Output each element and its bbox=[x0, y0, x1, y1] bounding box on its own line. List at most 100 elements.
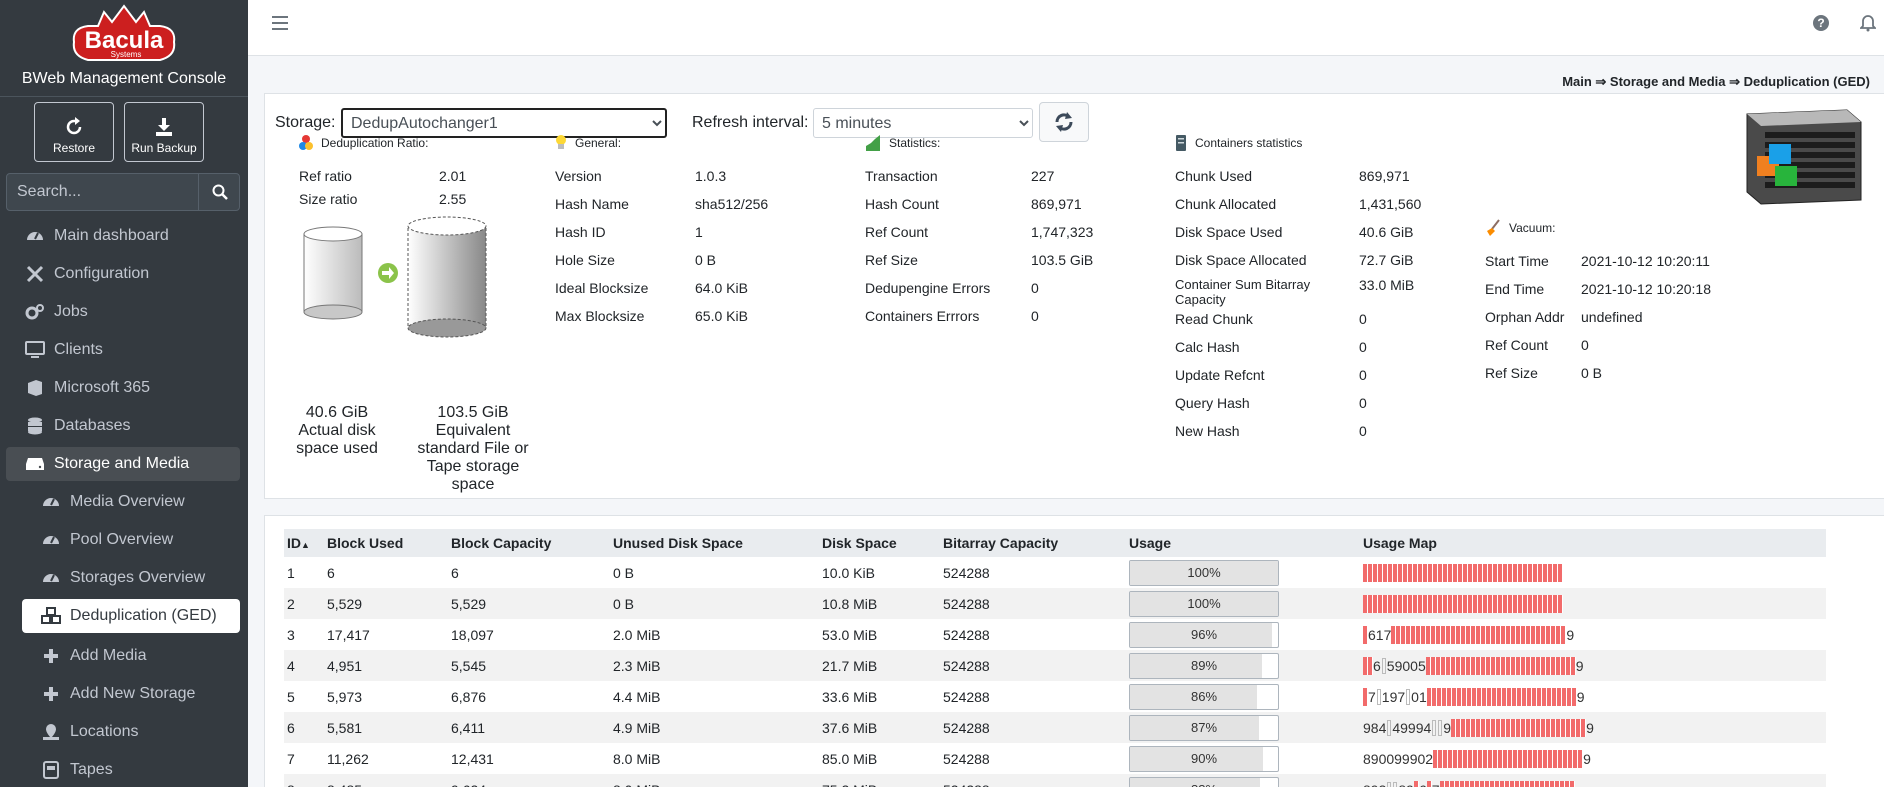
nav-dedup[interactable]: Deduplication (GED) bbox=[22, 599, 240, 633]
nav-configuration[interactable]: Configuration bbox=[24, 257, 240, 291]
usage-map-block-used bbox=[1436, 625, 1442, 644]
usage-map-block-used bbox=[1481, 625, 1487, 644]
usage-map-block-used bbox=[1546, 687, 1552, 706]
usage-map-block-used bbox=[1519, 780, 1525, 787]
usage-map-digits: 9 bbox=[1583, 750, 1591, 767]
usage-map-block-used bbox=[1516, 718, 1522, 737]
nav-storage-media[interactable]: Storage and Media bbox=[6, 447, 240, 481]
usage-map-block-used bbox=[1541, 718, 1547, 737]
server-icon bbox=[1176, 135, 1186, 151]
nav-jobs[interactable]: Jobs bbox=[24, 295, 240, 329]
col-id[interactable]: ID▲ bbox=[284, 529, 324, 557]
run-backup-button[interactable]: Run Backup bbox=[124, 102, 204, 162]
bacula-logo[interactable]: Bacula Systems bbox=[64, 4, 184, 68]
usage-map-block-used bbox=[1504, 780, 1510, 787]
usage-map-block-used bbox=[1526, 687, 1532, 706]
usage-map-block-used bbox=[1548, 563, 1553, 582]
usage-map-block-used bbox=[1506, 718, 1512, 737]
col-block-used[interactable]: Block Used bbox=[324, 529, 448, 557]
help-button[interactable]: ? bbox=[1812, 14, 1830, 35]
col-bitarray[interactable]: Bitarray Capacity bbox=[940, 529, 1126, 557]
table-row[interactable]: 7 11,262 12,431 8.0 MiB 85.0 MiB 524288 90% 890… bbox=[284, 743, 1826, 774]
cell-usage: 87% bbox=[1126, 712, 1360, 743]
search-button[interactable] bbox=[201, 174, 239, 210]
nav-main-dashboard[interactable]: Main dashboard bbox=[24, 219, 240, 253]
cell-cap: 5,529 bbox=[448, 588, 610, 619]
search-input[interactable] bbox=[7, 174, 199, 210]
col-block-capacity[interactable]: Block Capacity bbox=[448, 529, 610, 557]
usage-map-block-used bbox=[1565, 656, 1571, 675]
cell-cap: 9,624 bbox=[448, 774, 610, 787]
equiv-storage-text: Equivalent standard File or Tape storage… bbox=[417, 422, 529, 493]
usage-map-block-used bbox=[1403, 594, 1408, 613]
actual-disk-caption: 40.6 GiB Actual disk space used bbox=[277, 404, 397, 458]
usage-map-block-used bbox=[1510, 656, 1516, 675]
restore-button[interactable]: Restore bbox=[34, 102, 114, 162]
col-unused-disk[interactable]: Unused Disk Space bbox=[610, 529, 819, 557]
usage-map-block-used bbox=[1443, 563, 1448, 582]
nav-locations[interactable]: Locations bbox=[40, 715, 240, 749]
col-usage-map[interactable]: Usage Map bbox=[1360, 529, 1826, 557]
usage-map-block-used bbox=[1458, 563, 1463, 582]
desktop-icon bbox=[24, 341, 46, 359]
storage-select[interactable]: DedupAutochanger1 bbox=[341, 108, 667, 138]
table-row[interactable]: 4 4,951 5,545 2.3 MiB 21.7 MiB 524288 89% 6 5900… bbox=[284, 650, 1826, 681]
nav-media-overview[interactable]: Media Overview bbox=[40, 485, 240, 519]
usage-map-block-used bbox=[1425, 656, 1431, 675]
plus-icon bbox=[40, 686, 62, 702]
usage-map-block-used bbox=[1441, 687, 1447, 706]
usage-progress-bar: 96% bbox=[1129, 621, 1279, 648]
usage-map-digits: 9 bbox=[1566, 626, 1575, 643]
usage-map-block-used bbox=[1526, 718, 1532, 737]
notifications-button[interactable] bbox=[1858, 14, 1878, 35]
usage-map-block-used bbox=[1571, 718, 1577, 737]
nav-databases[interactable]: Databases bbox=[24, 409, 240, 443]
usage-map-digits: 890099902 bbox=[1363, 750, 1434, 767]
table-row[interactable]: 5 5,973 6,876 4.4 MiB 33.6 MiB 524288 86% 7 197 0… bbox=[284, 681, 1826, 712]
cell-id: 4 bbox=[284, 650, 324, 681]
refresh-interval-select[interactable]: 5 minutes bbox=[813, 108, 1033, 138]
usage-map-digits: 9 bbox=[1586, 719, 1594, 736]
table-row[interactable]: 6 5,581 6,411 4.9 MiB 37.6 MiB 524288 87% 984 49… bbox=[284, 712, 1826, 743]
nav-clients[interactable]: Clients bbox=[24, 333, 240, 367]
nav-label: Storage and Media bbox=[54, 455, 190, 472]
nav-add-media[interactable]: Add Media bbox=[40, 639, 240, 673]
usage-map-block-free bbox=[1432, 719, 1437, 736]
usage-text: 100% bbox=[1187, 564, 1221, 580]
usage-map-block-used bbox=[1476, 625, 1482, 644]
usage-map-block-used bbox=[1443, 749, 1449, 768]
usage-map-block-used bbox=[1561, 687, 1567, 706]
usage-map-block-used bbox=[1513, 749, 1519, 768]
usage-text: 90% bbox=[1190, 750, 1218, 766]
usage-map-block-used bbox=[1531, 625, 1537, 644]
nav-add-storage[interactable]: Add New Storage bbox=[40, 677, 240, 711]
usage-fill bbox=[1130, 777, 1261, 787]
cell-disk: 10.0 KiB bbox=[819, 557, 940, 588]
table-row[interactable]: 3 17,417 18,097 2.0 MiB 53.0 MiB 524288 96% 617… bbox=[284, 619, 1826, 650]
cell-used: 6 bbox=[324, 557, 448, 588]
nav-storages-overview[interactable]: Storages Overview bbox=[40, 561, 240, 595]
usage-map-block-used bbox=[1508, 749, 1514, 768]
nav-label: Microsoft 365 bbox=[54, 379, 151, 396]
containers-title-text: Containers statistics bbox=[1195, 136, 1303, 150]
usage-map-block-used bbox=[1566, 687, 1572, 706]
table-row[interactable]: 2 5,529 5,529 0 B 10.8 MiB 524288 100% bbox=[284, 588, 1826, 619]
usage-map-block-used bbox=[1506, 687, 1512, 706]
usage-map-block-used bbox=[1571, 687, 1577, 706]
usage-map-block-used bbox=[1494, 780, 1500, 787]
nav-pool-overview[interactable]: Pool Overview bbox=[40, 523, 240, 557]
col-disk-space[interactable]: Disk Space bbox=[819, 529, 940, 557]
col-usage[interactable]: Usage bbox=[1126, 529, 1360, 557]
usage-map-block-used bbox=[1553, 563, 1558, 582]
usage-map-block-used bbox=[1438, 594, 1443, 613]
refresh-button[interactable] bbox=[1039, 102, 1089, 142]
cell-disk: 53.0 MiB bbox=[819, 619, 940, 650]
table-row[interactable]: 88,4859,6248.0 MiB75.2 MiB52428888%89389… bbox=[284, 774, 1826, 787]
nav-microsoft365[interactable]: Microsoft 365 bbox=[24, 371, 240, 405]
usage-map-block-used bbox=[1498, 749, 1504, 768]
hamburger-menu-button[interactable] bbox=[272, 16, 288, 33]
actual-disk-text: Actual disk space used bbox=[296, 422, 378, 457]
hdd-icon bbox=[24, 456, 46, 472]
nav-tapes[interactable]: Tapes bbox=[40, 753, 240, 787]
